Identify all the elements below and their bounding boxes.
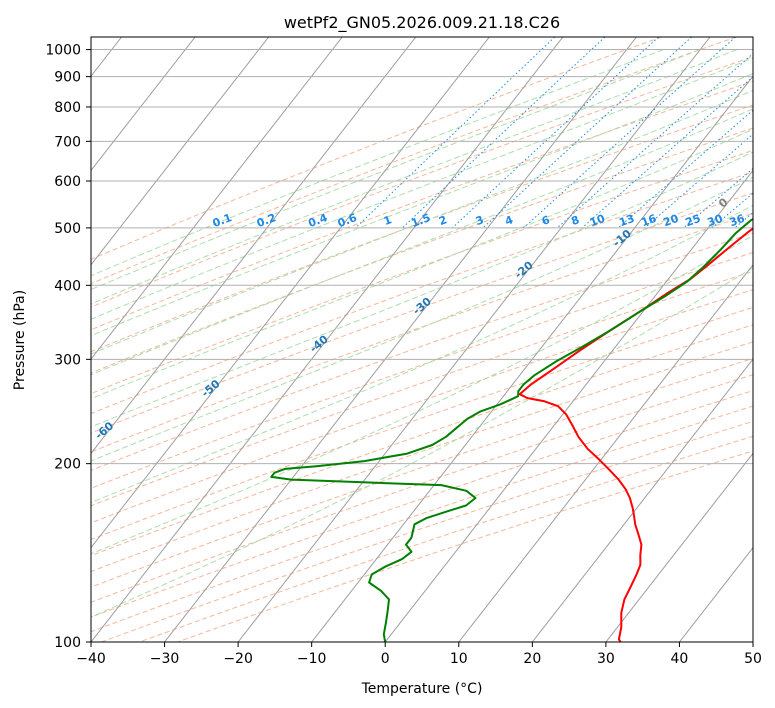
isotherm-line	[531, 358, 753, 642]
y-axis-title: Pressure (hPa)	[12, 290, 28, 390]
x-tick-label: −20	[223, 651, 253, 667]
isotherm-line	[91, 37, 564, 642]
x-tick-label: −30	[150, 651, 180, 667]
moist-adiabat-line	[91, 108, 753, 376]
dry-adiabat-line	[91, 171, 753, 415]
x-tick-label: 40	[671, 651, 689, 667]
mixing-ratio-label: 6	[540, 213, 552, 228]
mixing-ratio-line	[617, 109, 753, 229]
moist-adiabat-line	[91, 234, 753, 555]
dry-adiabat-line	[91, 127, 753, 374]
y-tick-label: 300	[54, 352, 81, 368]
mixing-ratio-line	[683, 167, 753, 229]
mixing-ratio-label: 3	[474, 213, 486, 228]
isotherm-line	[164, 37, 637, 642]
x-tick-label: 0	[381, 651, 390, 667]
dry-adiabat-line	[91, 192, 753, 434]
x-axis-title: Temperature (°C)	[361, 681, 483, 697]
isotherm-line	[91, 37, 490, 549]
y-tick-label: 1000	[45, 43, 81, 59]
mixing-ratio-label: 20	[661, 212, 680, 230]
moist-adiabat-line	[91, 151, 753, 428]
mixing-ratio-label: 8	[569, 213, 581, 228]
y-tick-label: 700	[54, 134, 81, 150]
dry-adiabat-line	[91, 104, 753, 353]
y-tick-label: 900	[54, 70, 81, 86]
moist-adiabat-line	[91, 73, 753, 337]
isotherm-line	[311, 75, 753, 642]
mixing-ratio-label: 2	[437, 213, 449, 228]
isotherm-line	[458, 263, 753, 642]
x-tick-label: 20	[523, 651, 541, 667]
y-tick-label: 500	[54, 221, 81, 237]
dry-adiabat-line	[91, 37, 662, 260]
x-tick-label: 10	[450, 651, 468, 667]
moist-adiabat-line	[91, 267, 753, 618]
mixing-ratio-label: 0.6	[336, 211, 359, 230]
y-tick-label: 800	[54, 100, 81, 116]
mixing-ratio-line	[523, 37, 736, 229]
chart-title: wetPf2_GN05.2026.009.21.18.C26	[284, 13, 560, 33]
dry-adiabat-line	[91, 374, 753, 603]
mixing-ratio-label: 0.4	[306, 211, 329, 230]
mixing-ratio-label: 1.5	[409, 211, 432, 230]
mixing-ratio-label: 0.1	[211, 211, 234, 230]
mixing-ratio-label: 16	[639, 212, 658, 230]
isotherm-line	[91, 37, 270, 266]
mixing-ratio-line	[355, 37, 556, 229]
x-tick-label: −40	[76, 651, 106, 667]
dry-adiabat-line	[91, 212, 753, 453]
moist-adiabat-line	[91, 49, 738, 305]
mixing-ratio-label: 10	[588, 212, 607, 230]
moist-adiabat-line	[91, 128, 753, 400]
dry-adiabat-line	[91, 390, 753, 618]
isotherm-line	[91, 37, 196, 172]
moist-adiabat-line	[91, 49, 701, 291]
isotherm-line	[605, 452, 753, 642]
x-tick-label: 30	[597, 651, 615, 667]
y-tick-label: 100	[54, 635, 81, 651]
moist-adiabat-line	[91, 49, 664, 277]
x-tick-label: 50	[744, 651, 762, 667]
x-tick-label: −10	[297, 651, 327, 667]
y-tick-label: 600	[54, 174, 81, 190]
mixing-ratio-label: 4	[503, 213, 515, 228]
isotherm-line	[91, 37, 343, 360]
moist-adiabat-line	[91, 176, 753, 462]
y-tick-label: 400	[54, 278, 81, 294]
mixing-ratio-label: 30	[706, 212, 725, 230]
mixing-ratio-label: 1	[382, 213, 394, 228]
isotherm-line	[237, 37, 711, 642]
temperature-profile-line	[518, 227, 753, 642]
y-tick-label: 200	[54, 457, 81, 473]
mixing-ratio-line	[482, 37, 693, 229]
mixing-ratio-label: 36	[728, 212, 747, 230]
moist-adiabat-line	[91, 89, 753, 355]
mixing-ratio-label: 0.2	[255, 211, 278, 230]
dewpoint-profile-line	[270, 217, 753, 642]
dry-adiabat-line	[91, 56, 753, 308]
mixing-ratio-label: 13	[617, 212, 636, 229]
isotherm-line	[384, 169, 753, 642]
mixing-ratio-line	[451, 37, 659, 229]
moist-adiabat-line	[91, 57, 753, 320]
mixing-ratio-label: 25	[684, 212, 703, 229]
isotherm-line	[91, 37, 417, 455]
plot-frame	[90, 36, 754, 643]
